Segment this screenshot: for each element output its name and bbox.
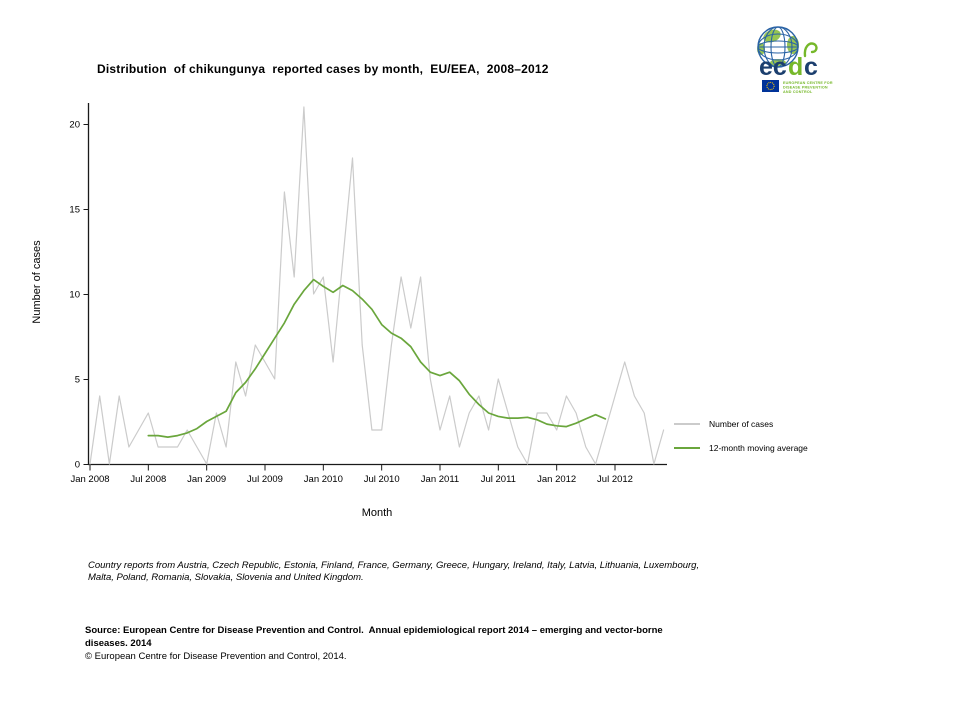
cases-line-swatch-icon <box>674 423 700 425</box>
legend-item-cases: Number of cases <box>674 412 808 436</box>
x-tick-label: Jan 2009 <box>187 474 226 485</box>
x-tick-label: Jul 2009 <box>247 474 283 485</box>
eu-flag-icon <box>762 80 779 92</box>
x-tick-label: Jul 2011 <box>481 474 516 485</box>
country-footnote: Country reports from Austria, Czech Repu… <box>88 560 788 584</box>
moving-average-line-swatch-icon <box>674 447 700 449</box>
logo-text-ec: ec <box>759 53 787 81</box>
logo-wordmark: ec d c <box>759 42 818 81</box>
copyright-line: © European Centre for Disease Prevention… <box>85 651 347 662</box>
globe-icon <box>757 26 799 68</box>
ecdc-logo: ec d c EUROPEAN CENTRE FOR DISEASE PREVE… <box>757 26 833 94</box>
logo-tagline: EUROPEAN CENTRE FOR DISEASE PREVENTION A… <box>783 81 833 94</box>
legend-item-moving-average: 12-month moving average <box>674 436 808 460</box>
source-block: Source: European Centre for Disease Prev… <box>85 625 805 650</box>
logo-tagline-line3: AND CONTROL <box>783 90 813 94</box>
country-footnote-line2: Malta, Poland, Romania, Slovakia, Sloven… <box>88 572 364 583</box>
x-tick-label: Jan 2011 <box>421 474 459 485</box>
y-tick-label: 15 <box>69 205 80 216</box>
source-line1: Source: European Centre for Disease Prev… <box>85 625 663 636</box>
country-footnote-line1: Country reports from Austria, Czech Repu… <box>88 560 700 571</box>
logo-text-d: d <box>788 53 803 81</box>
legend-label-moving-average: 12-month moving average <box>709 443 808 453</box>
x-tick-label: Jan 2012 <box>537 474 576 485</box>
logo-tagline-line1: EUROPEAN CENTRE FOR <box>783 81 833 85</box>
chart-title: Distribution of chikungunya reported cas… <box>97 62 549 76</box>
legend-label-cases: Number of cases <box>709 419 774 429</box>
y-tick-label: 0 <box>75 460 80 471</box>
y-tick-label: 10 <box>69 290 80 301</box>
chart-legend: Number of cases 12-month moving average <box>674 412 808 460</box>
y-tick-label: 20 <box>69 120 80 131</box>
cases-line <box>89 106 665 465</box>
y-tick-label: 5 <box>75 375 80 386</box>
x-tick-label: Jul 2008 <box>130 474 166 485</box>
source-line2: diseases. 2014 <box>85 637 152 649</box>
x-tick-label: Jan 2008 <box>70 474 109 485</box>
x-tick-label: Jul 2012 <box>597 474 633 485</box>
logo-tagline-line2: DISEASE PREVENTION <box>783 85 828 89</box>
logo-text-c: c <box>804 53 818 81</box>
x-tick-label: Jan 2010 <box>304 474 343 485</box>
y-axis-title: Number of cases <box>31 240 43 324</box>
moving-average-line <box>147 278 607 438</box>
logo-d-curl <box>803 42 818 58</box>
x-tick-label: Jul 2010 <box>364 474 400 485</box>
x-axis-title: Month <box>361 507 393 519</box>
